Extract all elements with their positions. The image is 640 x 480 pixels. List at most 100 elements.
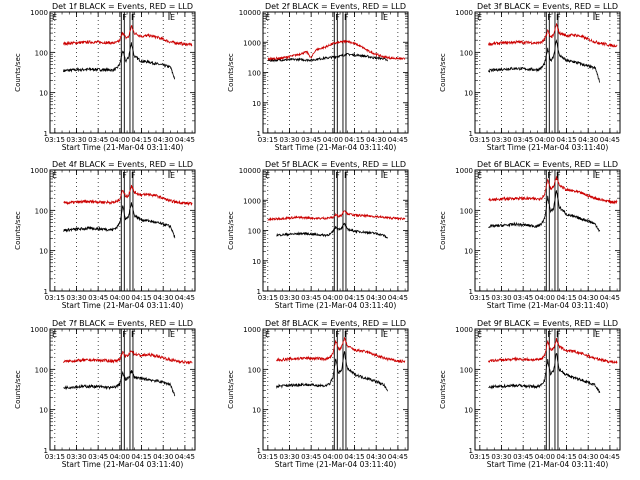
x-tick-label: 03:30 bbox=[66, 294, 86, 302]
x-tick-label: 03:45 bbox=[513, 294, 533, 302]
x-tick-label: 04:45 bbox=[600, 294, 620, 302]
x-tick-label: 03:45 bbox=[88, 136, 108, 144]
x-axis-label: Start Time (21-Mar-04 03:11:40) bbox=[62, 143, 184, 152]
x-tick-label: 04:00 bbox=[535, 136, 555, 144]
marker-label: E bbox=[170, 13, 175, 22]
y-tick-label: 1 bbox=[44, 288, 48, 296]
x-tick-label: 04:30 bbox=[153, 136, 173, 144]
plot-frame bbox=[49, 328, 196, 451]
marker-label: F bbox=[344, 330, 349, 339]
events-series-line bbox=[488, 190, 601, 233]
x-tick-label: 04:45 bbox=[600, 136, 620, 144]
marker-label: F bbox=[335, 13, 340, 22]
y-axis-label: Counts/sec bbox=[227, 370, 235, 409]
y-tick-label: 1000 bbox=[30, 167, 48, 175]
y-tick-label: 1000 bbox=[243, 197, 261, 205]
y-axis-label: Counts/sec bbox=[14, 53, 22, 92]
x-tick-label: 03:30 bbox=[491, 136, 511, 144]
marker-label: E bbox=[170, 171, 175, 180]
x-tick-label: 03:30 bbox=[491, 453, 511, 461]
y-tick-label: 1000 bbox=[455, 9, 473, 17]
marker-label: E bbox=[265, 171, 270, 180]
x-tick-label: 04:00 bbox=[535, 453, 555, 461]
marker-label: E bbox=[477, 171, 482, 180]
marker-label: E bbox=[52, 171, 57, 180]
x-tick-label: 04:15 bbox=[556, 136, 576, 144]
x-tick-label: 04:30 bbox=[366, 453, 386, 461]
x-tick-label: 03:30 bbox=[279, 294, 299, 302]
x-tick-label: 04:30 bbox=[366, 294, 386, 302]
panel-3: Det 3f BLACK = Events, RED = LLD 1 10 100 10… bbox=[439, 2, 621, 152]
y-tick-label: 1000 bbox=[455, 167, 473, 175]
x-tick-label: 04:45 bbox=[388, 294, 408, 302]
marker-label: F bbox=[556, 13, 561, 22]
x-tick-label: 03:45 bbox=[513, 453, 533, 461]
marker-label: F bbox=[556, 171, 561, 180]
y-tick-label: 100 bbox=[248, 366, 261, 374]
x-tick-label: 03:30 bbox=[66, 136, 86, 144]
events-series-line bbox=[63, 202, 176, 239]
lld-series-line bbox=[276, 337, 406, 364]
x-tick-label: 04:45 bbox=[175, 136, 195, 144]
x-axis-label: Start Time (21-Mar-04 03:11:40) bbox=[62, 301, 184, 310]
events-series-line bbox=[488, 39, 601, 83]
x-tick-label: 03:45 bbox=[301, 294, 321, 302]
panel-title: Det 3f BLACK = Events, RED = LLD bbox=[477, 2, 618, 11]
events-series-line bbox=[63, 370, 176, 397]
y-tick-label: 1000 bbox=[243, 326, 261, 334]
marker-label: E bbox=[595, 330, 600, 339]
events-series-line bbox=[63, 42, 176, 80]
x-tick-label: 03:30 bbox=[279, 136, 299, 144]
y-tick-label: 10 bbox=[252, 258, 261, 266]
x-tick-label: 03:15 bbox=[258, 453, 278, 461]
x-tick-label: 03:15 bbox=[45, 453, 65, 461]
y-tick-label: 1 bbox=[257, 288, 261, 296]
marker-label: F bbox=[131, 330, 136, 339]
x-tick-label: 03:15 bbox=[258, 294, 278, 302]
marker-label: F bbox=[335, 330, 340, 339]
x-tick-label: 03:45 bbox=[88, 453, 108, 461]
plot-frame bbox=[474, 328, 621, 451]
y-tick-label: 1000 bbox=[30, 326, 48, 334]
x-axis-label: Start Time (21-Mar-04 03:11:40) bbox=[275, 143, 397, 152]
x-tick-label: 03:15 bbox=[258, 136, 278, 144]
x-tick-label: 04:15 bbox=[131, 136, 151, 144]
y-axis-label: Counts/sec bbox=[14, 370, 22, 409]
y-tick-label: 100 bbox=[460, 49, 473, 57]
x-axis-label: Start Time (21-Mar-04 03:11:40) bbox=[62, 460, 184, 469]
marker-label: E bbox=[265, 330, 270, 339]
y-tick-label: 10 bbox=[39, 248, 48, 256]
marker-label: E bbox=[383, 13, 388, 22]
panel-2: Det 2f BLACK = Events, RED = LLD 1 10 100 10… bbox=[227, 2, 409, 152]
marker-label: E bbox=[383, 330, 388, 339]
x-tick-label: 04:45 bbox=[388, 453, 408, 461]
y-tick-label: 100 bbox=[35, 207, 48, 215]
x-tick-label: 03:15 bbox=[45, 136, 65, 144]
x-axis-label: Start Time (21-Mar-04 03:11:40) bbox=[487, 301, 609, 310]
lld-series-line bbox=[63, 350, 193, 365]
panel-title: Det 1f BLACK = Events, RED = LLD bbox=[52, 2, 193, 11]
panel-title: Det 8f BLACK = Events, RED = LLD bbox=[265, 319, 406, 328]
y-tick-label: 10000 bbox=[239, 167, 261, 175]
x-tick-label: 04:30 bbox=[153, 453, 173, 461]
x-tick-label: 03:45 bbox=[88, 294, 108, 302]
x-tick-label: 03:15 bbox=[470, 294, 490, 302]
y-tick-label: 1000 bbox=[243, 39, 261, 47]
y-axis-label: Counts/sec bbox=[14, 211, 22, 250]
panel-title: Det 4f BLACK = Events, RED = LLD bbox=[52, 160, 193, 169]
panel-8: Det 8f BLACK = Events, RED = LLD 1 10 100 10… bbox=[227, 319, 409, 469]
y-tick-label: 1000 bbox=[455, 326, 473, 334]
x-tick-label: 04:00 bbox=[535, 294, 555, 302]
x-tick-label: 04:00 bbox=[323, 136, 343, 144]
marker-label: E bbox=[52, 330, 57, 339]
lld-series-line bbox=[488, 23, 618, 48]
lld-series-line bbox=[63, 24, 193, 47]
x-axis-label: Start Time (21-Mar-04 03:11:40) bbox=[275, 301, 397, 310]
lld-series-line bbox=[267, 210, 406, 222]
panel-9: Det 9f BLACK = Events, RED = LLD 1 10 100 10… bbox=[439, 319, 621, 469]
x-tick-label: 03:15 bbox=[470, 453, 490, 461]
lld-series-line bbox=[267, 39, 406, 61]
x-tick-label: 04:30 bbox=[578, 294, 598, 302]
marker-label: F bbox=[131, 171, 136, 180]
